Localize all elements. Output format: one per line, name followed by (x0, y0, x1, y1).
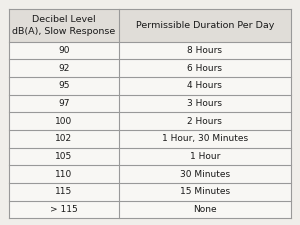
Text: Permissible Duration Per Day: Permissible Duration Per Day (136, 21, 274, 30)
Text: 95: 95 (58, 81, 70, 90)
Text: 2 Hours: 2 Hours (187, 117, 222, 126)
Text: 110: 110 (55, 170, 72, 179)
Text: 30 Minutes: 30 Minutes (180, 170, 230, 179)
Text: Decibel Level
dB(A), Slow Response: Decibel Level dB(A), Slow Response (12, 15, 116, 36)
Text: None: None (193, 205, 217, 214)
Bar (9, 9, 291, 42)
Text: 92: 92 (58, 64, 69, 73)
Text: 6 Hours: 6 Hours (187, 64, 222, 73)
Text: > 115: > 115 (50, 205, 78, 214)
Text: 102: 102 (55, 134, 72, 143)
Text: 1 Hour, 30 Minutes: 1 Hour, 30 Minutes (162, 134, 248, 143)
Text: 90: 90 (58, 46, 70, 55)
Text: 3 Hours: 3 Hours (187, 99, 222, 108)
Text: 1 Hour: 1 Hour (190, 152, 220, 161)
Text: 15 Minutes: 15 Minutes (180, 187, 230, 196)
Text: 8 Hours: 8 Hours (187, 46, 222, 55)
Text: 105: 105 (55, 152, 72, 161)
Text: 97: 97 (58, 99, 70, 108)
Text: 100: 100 (55, 117, 72, 126)
Text: 115: 115 (55, 187, 72, 196)
Text: 4 Hours: 4 Hours (187, 81, 222, 90)
